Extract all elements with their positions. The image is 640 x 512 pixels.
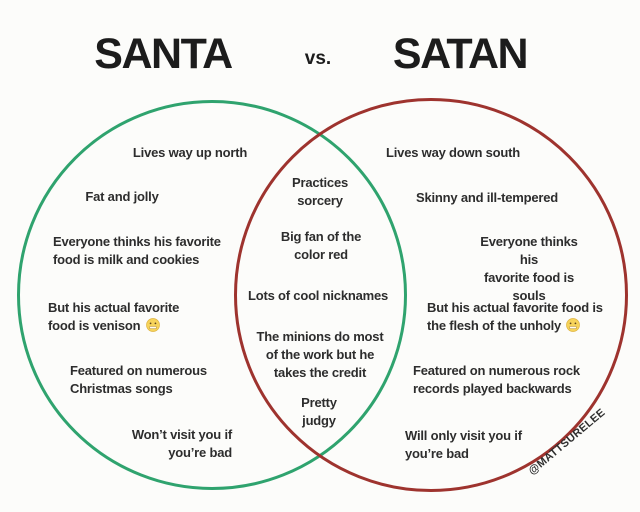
title-santa: SANTA [94, 30, 233, 78]
satan-item-text: But his actual favorite food is the fles… [427, 300, 603, 333]
santa-item: But his actual favorite food is venison [48, 299, 179, 335]
santa-item: Lives way up north [133, 144, 247, 162]
santa-item: Fat and jolly [85, 188, 158, 206]
satan-item: Lives way down south [386, 144, 520, 162]
satan-item: Featured on numerous rock records played… [413, 362, 580, 398]
shared-item-text: Lots of cool nicknames [247, 288, 389, 303]
satan-item-text: Everyone thinks his favorite food is sou… [480, 234, 578, 303]
shared-item: Big fan of the color red [281, 228, 361, 264]
santa-item-text: Featured on numerous Christmas songs [70, 363, 207, 396]
shared-item: Lots of cool nicknames [248, 287, 388, 305]
shared-item: Practices sorcery [292, 174, 348, 210]
satan-item: Will only visit you if you’re bad [405, 427, 522, 463]
santa-item-text: Won’t visit you if you’re bad [131, 427, 232, 460]
santa-item: Featured on numerous Christmas songs [70, 362, 207, 398]
shared-item-text: Big fan of the color red [280, 229, 362, 262]
satan-item-text: Featured on numerous rock records played… [413, 363, 580, 396]
title-satan: SATAN [392, 30, 529, 78]
shared-item: The minions do most of the work but he t… [257, 328, 384, 382]
title-vs: vs. [304, 48, 332, 69]
satan-item: But his actual favorite food is the fles… [427, 299, 603, 335]
satan-item-text: Skinny and ill-tempered [415, 190, 559, 205]
santa-item-text: Everyone thinks his favorite food is mil… [53, 234, 221, 267]
satan-item: Skinny and ill-tempered [416, 189, 558, 207]
satan-circle [234, 98, 628, 492]
santa-item-text: Lives way up north [132, 145, 248, 160]
shared-item-text: Practices sorcery [291, 175, 349, 208]
santa-item: Everyone thinks his favorite food is mil… [53, 233, 221, 269]
santa-item: Won’t visit you if you’re bad [132, 426, 232, 462]
shared-item: Pretty judgy [301, 394, 337, 430]
santa-item-text: But his actual favorite food is venison [48, 300, 180, 333]
grimacing-face-emoji [145, 318, 160, 332]
satan-item-text: Lives way down south [386, 145, 520, 160]
satan-item: Everyone thinks his favorite food is sou… [474, 233, 585, 305]
satan-item-text: Will only visit you if you’re bad [405, 428, 522, 461]
shared-item-text: Pretty judgy [301, 395, 337, 428]
grimacing-face-emoji [566, 318, 581, 332]
santa-item-text: Fat and jolly [85, 189, 159, 204]
shared-item-text: The minions do most of the work but he t… [256, 329, 384, 380]
